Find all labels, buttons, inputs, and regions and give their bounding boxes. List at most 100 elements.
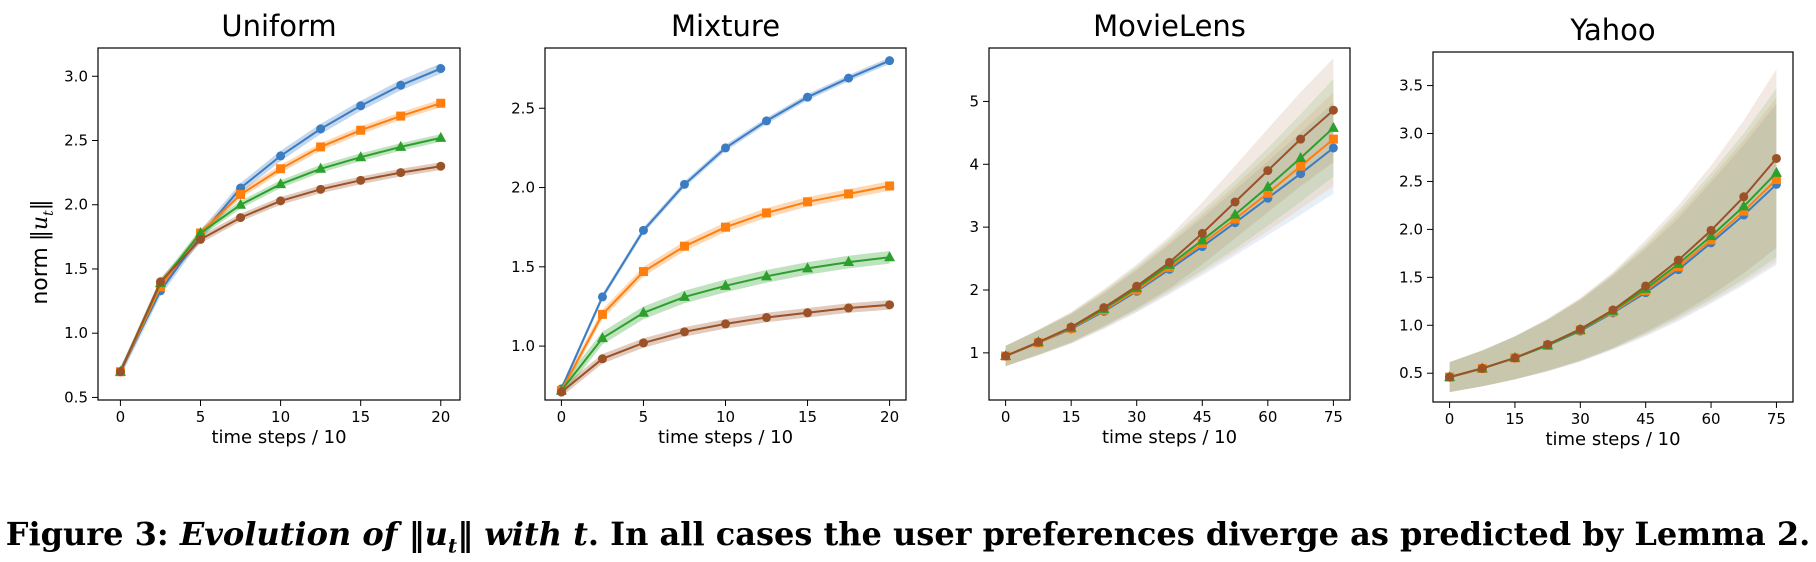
data-point: [1641, 281, 1651, 291]
data-point: [844, 189, 854, 199]
x-tick-label: 30: [1127, 408, 1146, 426]
data-point: [356, 125, 366, 135]
data-point: [435, 131, 447, 142]
y-tick-label: 3: [969, 218, 979, 236]
data-point: [803, 197, 813, 207]
data-point: [436, 161, 446, 171]
x-axis-label: time steps / 10: [1102, 427, 1237, 448]
data-point: [155, 277, 165, 287]
data-point: [1510, 353, 1520, 363]
plot-frame: [1432, 51, 1794, 403]
plot-frame: [988, 47, 1351, 401]
data-point: [1770, 166, 1782, 177]
data-point: [396, 168, 406, 178]
y-tick-label: 2.5: [511, 99, 535, 117]
data-point: [1328, 105, 1338, 115]
data-point: [396, 80, 406, 90]
y-tick-label: 2: [969, 281, 979, 299]
x-tick-label: 75: [1324, 408, 1343, 426]
chart-title: Yahoo: [1569, 13, 1655, 47]
data-point: [844, 303, 854, 313]
x-tick-label: 60: [1702, 410, 1721, 428]
data-point: [316, 142, 326, 152]
data-point: [597, 309, 607, 319]
y-tick-label: 2.0: [511, 179, 535, 197]
x-tick-label: 5: [196, 408, 206, 426]
y-tick-label: 0.5: [1399, 364, 1423, 382]
y-tick-label: 1.5: [511, 258, 535, 276]
data-point: [1739, 192, 1749, 202]
data-point: [843, 256, 855, 267]
data-point: [762, 313, 772, 323]
data-point: [1262, 180, 1274, 191]
data-point: [596, 332, 608, 343]
x-tick-label: 5: [639, 408, 649, 426]
y-tick-label: 5: [969, 92, 979, 110]
chart-panel-1: Uniform 0 5 10 15 20 0.5 1.0 1.5 2.0 2.5 3.0 time st…: [64, 9, 461, 448]
figure-caption: Figure 3: Evolution of ‖ut‖ with t. In a…: [0, 515, 1816, 557]
data-point: [356, 101, 366, 111]
chart-panel-2: Mixture 0 5 10 15 20 1.0 1.5 2.0 2.5 time steps / …: [511, 9, 907, 448]
confidence-band: [1449, 69, 1777, 393]
y-tick-label: 2.0: [1399, 220, 1423, 238]
data-point: [1575, 324, 1585, 334]
data-point: [1705, 230, 1717, 241]
data-point: [1296, 134, 1306, 144]
data-point: [316, 124, 326, 134]
data-point: [721, 143, 730, 153]
data-point: [885, 181, 895, 191]
data-point: [1706, 225, 1716, 235]
y-tick-label: 3.0: [64, 67, 88, 85]
data-point: [803, 92, 813, 102]
data-point: [195, 226, 207, 237]
x-tick-label: 0: [557, 408, 567, 426]
chart-panel-4: Yahoo 0 15 30 45 60 75 0.5 1.0 1.5 2.0 2.5 3.0 3.5 tim…: [1399, 13, 1794, 450]
x-tick-label: 15: [798, 408, 817, 426]
x-tick-label: 75: [1767, 410, 1786, 428]
data-point: [236, 189, 246, 199]
confidence-band: [1005, 58, 1334, 367]
confidence-band: [120, 63, 441, 377]
x-tick-label: 0: [1445, 410, 1455, 428]
caption-math-open: ‖u: [408, 515, 448, 553]
y-tick-label: 1.0: [64, 324, 88, 342]
data-point: [1099, 303, 1109, 313]
x-tick-label: 15: [351, 408, 370, 426]
data-point: [762, 116, 772, 126]
x-tick-label: 0: [1001, 408, 1011, 426]
data-point: [436, 64, 446, 74]
data-point: [1738, 200, 1750, 211]
data-point: [637, 306, 649, 317]
data-point: [1295, 152, 1307, 162]
data-point: [720, 279, 731, 290]
data-point: [844, 73, 854, 83]
caption-rest: . In all cases the user preferences dive…: [587, 515, 1811, 553]
data-point: [1230, 214, 1240, 224]
data-point: [1229, 208, 1241, 219]
y-tick-label: 2.0: [64, 196, 88, 214]
data-point: [1328, 134, 1338, 144]
x-tick-label: 20: [431, 408, 450, 426]
data-point: [1197, 228, 1207, 238]
series-line: [119, 67, 442, 373]
plot-frame: [97, 47, 461, 401]
data-point: [1608, 305, 1618, 315]
y-tick-label: 1.0: [511, 337, 535, 355]
data-point: [1739, 206, 1749, 216]
series-line: [560, 303, 890, 393]
data-point: [276, 196, 286, 206]
data-point: [1771, 175, 1781, 185]
data-point: [803, 308, 813, 318]
x-tick-label: 60: [1258, 408, 1277, 426]
data-point: [395, 140, 407, 151]
data-point: [802, 262, 814, 273]
data-point: [1165, 257, 1174, 267]
series-line: [119, 102, 442, 373]
caption-math-sub: t: [447, 533, 458, 558]
confidence-band: [120, 162, 441, 376]
chart-title: Uniform: [221, 9, 336, 43]
x-tick-label: 20: [880, 408, 899, 426]
data-point: [355, 151, 367, 162]
x-axis-label: time steps / 10: [658, 427, 793, 448]
